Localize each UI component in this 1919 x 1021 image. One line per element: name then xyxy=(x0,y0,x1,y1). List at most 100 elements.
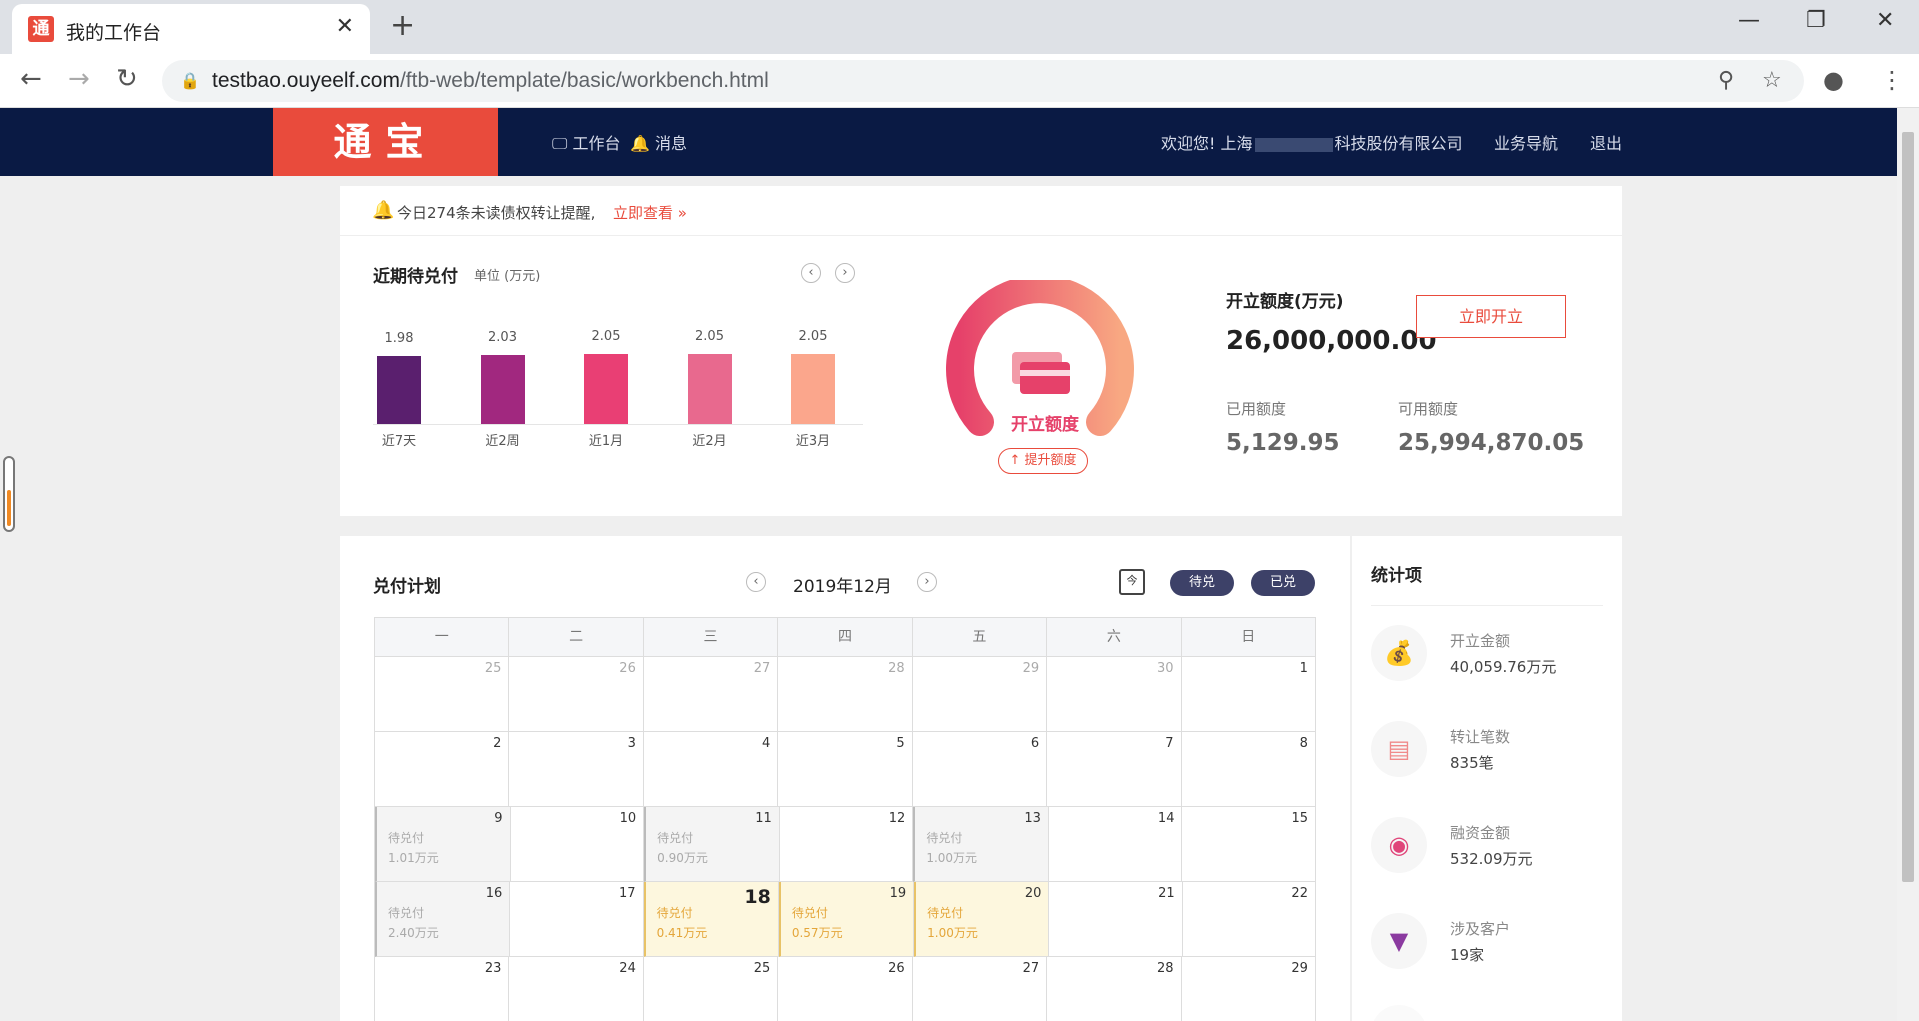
back-icon[interactable]: ← xyxy=(20,64,42,94)
calendar-day-cell[interactable]: 27 xyxy=(913,957,1048,1021)
calendar-day-cell[interactable]: 22 xyxy=(1182,882,1316,957)
day-number: 22 xyxy=(1291,886,1308,901)
calendar-day-cell[interactable]: 21 xyxy=(1049,882,1183,957)
payment-status: 待兑付 xyxy=(388,906,425,920)
logo[interactable]: 通宝 xyxy=(273,108,498,176)
nav-logout[interactable]: 退出 xyxy=(1590,134,1623,153)
side-panel-handle[interactable] xyxy=(3,456,15,532)
scrollbar-thumb[interactable] xyxy=(1902,132,1914,882)
weekday-label: 三 xyxy=(643,618,779,657)
weekday-label: 一 xyxy=(375,618,510,657)
menu-kebab-icon[interactable]: ⋮ xyxy=(1880,66,1904,94)
stat-label: 融资金额 xyxy=(1450,824,1511,842)
close-window-icon[interactable]: ✕ xyxy=(1876,8,1895,33)
browser-tab[interactable]: 通 我的工作台 ✕ xyxy=(12,4,370,54)
profile-icon[interactable]: ● xyxy=(1823,66,1844,94)
calendar-day-cell[interactable]: 5 xyxy=(778,732,913,807)
minimize-icon[interactable]: — xyxy=(1738,8,1760,33)
paid-filter-button[interactable]: 已兑 xyxy=(1251,570,1315,596)
gauge-arc xyxy=(946,280,1134,436)
payment-status: 待兑付 xyxy=(927,906,964,920)
calendar-day-cell[interactable]: 24 xyxy=(509,957,644,1021)
address-bar[interactable]: 🔒 testbao.ouyeelf.com/ftb-web/template/b… xyxy=(162,60,1804,102)
close-tab-icon[interactable]: ✕ xyxy=(335,14,354,39)
nav-business[interactable]: 业务导航 xyxy=(1494,134,1559,153)
calendar-day-cell[interactable]: 20 待兑付 1.00万元 xyxy=(914,882,1050,957)
calendar-day-cell[interactable]: 3 xyxy=(509,732,644,807)
reload-icon[interactable]: ↻ xyxy=(116,64,138,94)
day-number: 10 xyxy=(619,811,637,826)
calendar-day-cell[interactable]: 27 xyxy=(643,657,779,732)
calendar-day-cell[interactable]: 23 xyxy=(375,957,510,1021)
calendar-day-cell[interactable]: 25 xyxy=(375,657,510,732)
page-scrollbar[interactable] xyxy=(1897,108,1919,1021)
pending-filter-button[interactable]: 待兑 xyxy=(1170,570,1234,596)
day-number: 26 xyxy=(888,961,905,976)
calendar-day-cell[interactable]: 9 待兑付 1.01万元 xyxy=(375,807,511,882)
customer-tie-icon: ▼ xyxy=(1371,913,1427,969)
nav-messages[interactable]: 🔔 消息 xyxy=(630,134,688,153)
bar-value: 2.05 xyxy=(695,329,724,344)
day-number: 16 xyxy=(485,886,503,901)
forward-icon[interactable]: → xyxy=(68,64,90,94)
calendar-day-cell[interactable]: 4 xyxy=(643,732,779,807)
used-quota-value: 5,129.95 xyxy=(1226,430,1340,456)
calendar-day-cell[interactable]: 29 xyxy=(912,657,1048,732)
restore-icon[interactable]: ❐ xyxy=(1806,8,1826,33)
zoom-icon[interactable]: ⚲ xyxy=(1718,68,1735,93)
day-number: 28 xyxy=(1156,961,1174,976)
calendar-week-row: 25 26 27 28 29 30 1 xyxy=(375,657,1316,732)
open-now-button[interactable]: 立即开立 xyxy=(1416,295,1566,338)
bar xyxy=(377,356,421,424)
calendar-day-cell[interactable]: 29 xyxy=(1182,957,1316,1021)
more-stats-icon xyxy=(1371,1005,1427,1021)
calendar-day-cell[interactable]: 28 xyxy=(778,657,913,732)
calendar-day-cell[interactable]: 13 待兑付 1.00万元 xyxy=(913,807,1049,882)
calendar-day-cell[interactable]: 18 待兑付 0.41万元 xyxy=(643,882,779,957)
calendar-day-cell[interactable]: 2 xyxy=(375,732,510,807)
calendar-day-cell[interactable]: 12 xyxy=(779,807,914,882)
day-number: 27 xyxy=(753,661,771,676)
bell-alert-icon: 🔔 xyxy=(372,200,395,221)
day-number: 20 xyxy=(1024,886,1042,901)
calendar-day-cell[interactable]: 14 xyxy=(1048,807,1183,882)
day-number: 30 xyxy=(1156,661,1174,676)
calendar-day-cell[interactable]: 1 xyxy=(1181,657,1316,732)
calendar-day-cell[interactable]: 8 xyxy=(1181,732,1316,807)
day-number: 14 xyxy=(1157,811,1175,826)
prev-period-button[interactable]: ‹ xyxy=(801,263,821,283)
next-month-button[interactable]: › xyxy=(917,572,937,592)
url-text: testbao.ouyeelf.com/ftb-web/template/bas… xyxy=(212,69,769,92)
calendar-day-cell[interactable]: 26 xyxy=(778,957,913,1021)
next-period-button[interactable]: › xyxy=(835,263,855,283)
calendar-day-cell[interactable]: 25 xyxy=(644,957,779,1021)
bookmark-star-icon[interactable]: ☆ xyxy=(1762,68,1782,93)
calendar-day-cell[interactable]: 6 xyxy=(912,732,1048,807)
day-number: 26 xyxy=(619,661,636,676)
calendar-day-cell[interactable]: 26 xyxy=(509,657,644,732)
stat-label: 转让笔数 xyxy=(1450,728,1511,746)
calendar-day-cell[interactable]: 11 待兑付 0.90万元 xyxy=(644,807,780,882)
calendar-day-cell[interactable]: 17 xyxy=(510,882,644,957)
payment-amount: 1.00万元 xyxy=(926,851,978,865)
calendar-day-cell[interactable]: 28 xyxy=(1047,957,1182,1021)
calendar-day-cell[interactable]: 15 xyxy=(1182,807,1317,882)
nav-workbench[interactable]: 🖵 工作台 xyxy=(552,134,621,153)
weekday-label: 二 xyxy=(509,618,644,657)
calendar-day-cell[interactable]: 16 待兑付 2.40万元 xyxy=(375,882,511,957)
view-now-link[interactable]: 立即查看 » xyxy=(613,204,687,222)
weekday-label: 四 xyxy=(778,618,913,657)
calendar-day-cell[interactable]: 19 待兑付 0.57万元 xyxy=(778,882,915,957)
day-number: 29 xyxy=(1022,661,1040,676)
day-number: 25 xyxy=(484,661,502,676)
calendar-week-row: 23 24 25 26 27 28 29 xyxy=(375,957,1316,1021)
calendar-day-cell[interactable]: 10 xyxy=(510,807,645,882)
prev-month-button[interactable]: ‹ xyxy=(746,572,766,592)
calendar-day-cell[interactable]: 7 xyxy=(1047,732,1182,807)
today-calendar-icon[interactable]: 今 xyxy=(1119,569,1145,595)
coins-icon: 💰 xyxy=(1371,625,1427,681)
new-tab-icon[interactable]: + xyxy=(390,8,416,43)
day-number: 8 xyxy=(1299,736,1308,751)
raise-quota-button[interactable]: ↑ 提升额度 xyxy=(998,448,1088,474)
calendar-day-cell[interactable]: 30 xyxy=(1047,657,1182,732)
